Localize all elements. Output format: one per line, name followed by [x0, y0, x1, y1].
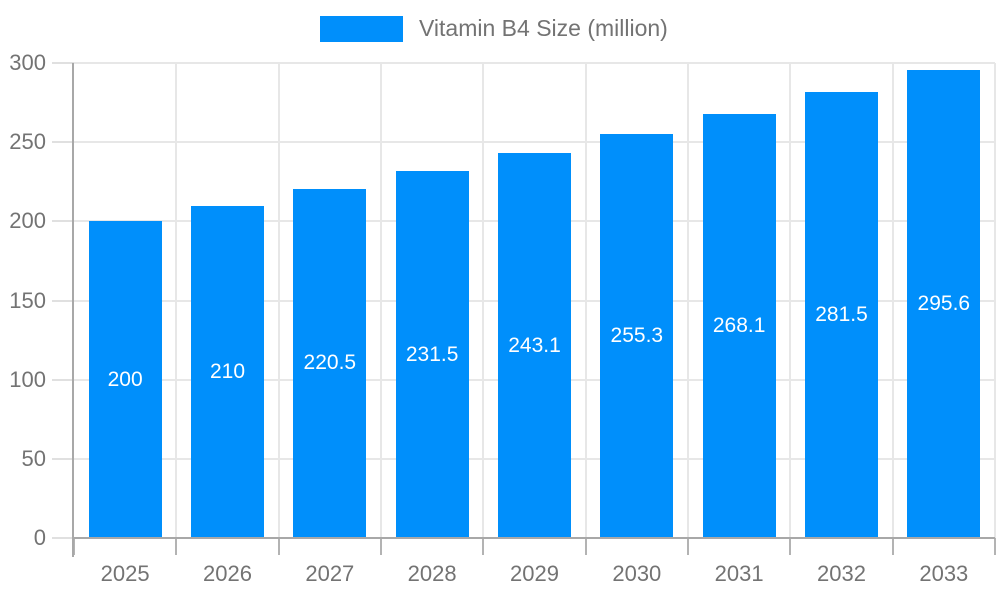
x-axis-label: 2033	[919, 561, 969, 586]
x-axis-label: 2027	[305, 561, 355, 586]
bar[interactable]: 255.3	[600, 133, 674, 538]
bar[interactable]: 210	[191, 205, 264, 538]
bar-value-label: 255.3	[610, 323, 664, 347]
x-axis-tick	[175, 538, 178, 555]
bar-value-label: 231.5	[405, 342, 459, 366]
x-axis-label: 2030	[612, 561, 662, 586]
x-axis-tick	[687, 538, 689, 555]
y-axis-label: 50	[21, 445, 46, 471]
x-axis-label: 2026	[203, 561, 252, 586]
bar[interactable]: 220.5	[293, 188, 367, 538]
y-axis-tick	[52, 457, 74, 460]
bar[interactable]: 281.5	[805, 92, 878, 538]
x-axis-tick	[277, 538, 280, 555]
y-axis-label: 100	[9, 366, 46, 392]
x-axis-tick	[380, 538, 382, 555]
y-axis-label: 200	[9, 208, 46, 234]
y-axis-tick	[52, 378, 74, 381]
bar[interactable]: 268.1	[702, 113, 776, 538]
x-axis-label: 2025	[100, 561, 150, 586]
x-axis-label: 2028	[407, 561, 457, 586]
legend-item[interactable]: Vitamin B4 Size (million)	[320, 15, 668, 42]
bar-value-label: 295.6	[917, 291, 971, 315]
plot-area: 200 210 220.5 231.5 243.1 255.3 268.1 281.5 295.…	[74, 63, 995, 538]
x-axis-tick	[994, 538, 996, 555]
x-axis-label: 2032	[817, 561, 866, 586]
y-axis-tick	[52, 537, 74, 539]
bar-value-label: 200	[107, 367, 143, 391]
y-axis-tick	[52, 299, 74, 302]
bar-value-label: 210	[209, 359, 246, 383]
y-axis-label: 250	[9, 129, 46, 155]
y-axis-label: 0	[33, 525, 46, 550]
x-axis-tick	[584, 538, 587, 555]
legend-swatch-icon	[320, 15, 403, 42]
y-axis-tick	[52, 141, 74, 144]
x-axis-tick	[73, 538, 75, 555]
bar-value-label: 268.1	[712, 313, 766, 337]
x-axis-tick	[789, 538, 792, 555]
bar[interactable]: 200	[88, 221, 162, 538]
bar[interactable]: 243.1	[498, 153, 571, 538]
bar-value-label: 243.1	[508, 333, 561, 357]
bar[interactable]: 231.5	[395, 171, 469, 538]
x-axis-label: 2031	[714, 561, 764, 586]
x-axis-tick	[482, 538, 485, 555]
x-axis-label: 2029	[510, 561, 559, 586]
bar-value-label: 220.5	[303, 351, 357, 375]
x-axis-tick	[891, 538, 894, 555]
y-axis-label: 150	[9, 287, 46, 313]
bar-value-label: 281.5	[815, 303, 868, 327]
y-axis-tick	[52, 220, 74, 223]
y-axis-tick	[52, 62, 74, 64]
y-axis-label: 300	[9, 50, 46, 75]
bar[interactable]: 295.6	[907, 69, 981, 538]
legend-label: Vitamin B4 Size (million)	[419, 15, 668, 41]
